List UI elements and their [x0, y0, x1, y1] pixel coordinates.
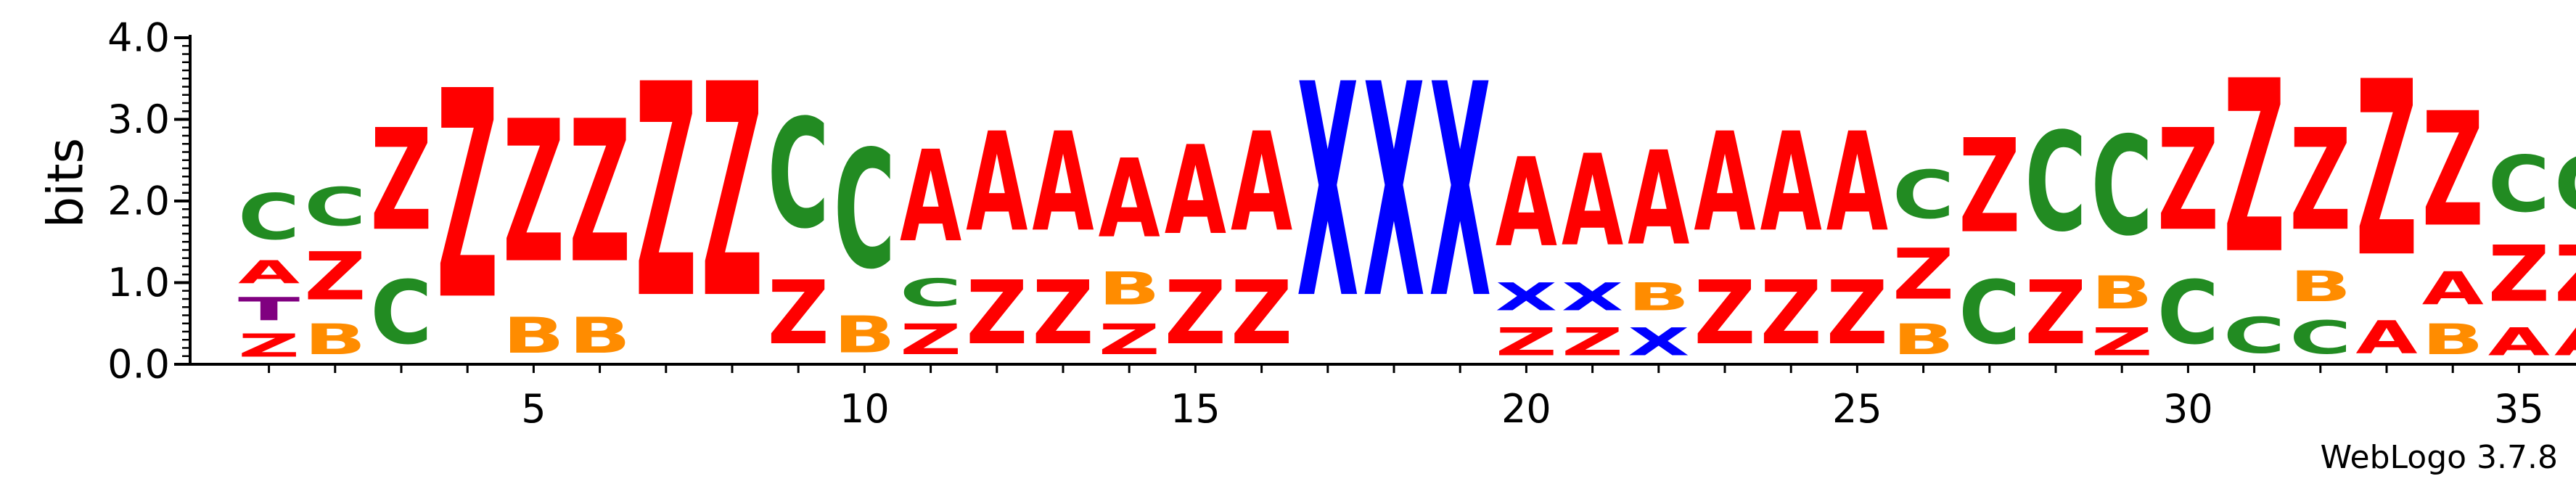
y-tick-label: 1.0: [107, 260, 170, 305]
logo-letter-b-pos-14: B: [1099, 263, 1160, 315]
logo-letter-z-pos-1: Z: [238, 328, 300, 364]
x-tick-label: 20: [1501, 386, 1551, 432]
logo-letter-z-pos-14: Z: [1099, 316, 1160, 364]
y-tick-label: 3.0: [107, 97, 170, 142]
x-tick-label: 25: [1832, 386, 1882, 432]
logo-letter-a-pos-34: A: [2422, 263, 2484, 316]
logo-letter-z-pos-27: Z: [1958, 111, 2020, 262]
logo-letter-c-pos-30: C: [2157, 262, 2219, 364]
logo-letter-z-pos-12: Z: [966, 263, 1027, 365]
logo-letter-a-pos-15: A: [1165, 120, 1226, 262]
logo-letter-z-pos-9: Z: [768, 263, 829, 365]
logo-letter-a-pos-13: A: [1032, 104, 1094, 262]
logo-letter-z-pos-31: Z: [2223, 30, 2285, 306]
logo-letter-c-pos-9: C: [768, 86, 829, 262]
logo-letter-b-pos-6: B: [569, 307, 631, 364]
logo-letter-a-pos-14: A: [1099, 136, 1160, 262]
logo-letter-z-pos-29: Z: [2091, 320, 2153, 365]
logo-letter-z-pos-25: Z: [1826, 263, 1888, 365]
x-axis: 5 10 15 20 25 30 35: [190, 363, 2576, 432]
logo-letter-z-pos-28: Z: [2025, 263, 2086, 365]
logo-letter-t-pos-1: T: [238, 291, 300, 327]
logo-letter-a-pos-12: A: [966, 104, 1027, 262]
logo-letter-b-pos-26: B: [1892, 315, 1954, 364]
logo-letter-c-pos-3: C: [370, 262, 432, 364]
logo-letter-z-pos-33: Z: [2355, 30, 2417, 311]
logo-letter-a-pos-23: A: [1694, 104, 1755, 262]
logo-letter-a-pos-1: A: [238, 254, 300, 291]
logo-letter-b-pos-22: B: [1628, 274, 1689, 319]
y-axis: 0.0 1.0 2.0 3.0 4.0: [107, 15, 192, 387]
logo-letter-c-pos-26: C: [1892, 156, 1954, 234]
y-tick-label: 0.0: [107, 342, 170, 387]
logo-letter-x-pos-22: X: [1628, 320, 1689, 364]
logo-letter-x-pos-18: X: [1363, 22, 1424, 364]
x-tick-label: 15: [1170, 386, 1221, 432]
logo-letter-c-pos-27: C: [1958, 262, 2020, 364]
logo-letter-c-pos-31: C: [2223, 308, 2285, 364]
logo-letter-c-pos-2: C: [304, 176, 366, 237]
x-tick-label: 5: [521, 386, 546, 432]
logo-letter-b-pos-2: B: [304, 315, 366, 364]
logo-letter-c-pos-11: C: [900, 271, 961, 316]
logo-letter-z-pos-24: Z: [1760, 263, 1822, 365]
logo-letter-a-pos-21: A: [1562, 128, 1623, 275]
logo-letter-c-pos-32: C: [2289, 311, 2351, 364]
logo-letter-a-pos-36: A: [2554, 320, 2576, 364]
logo-letter-c-pos-29: C: [2091, 107, 2153, 266]
logo-letter-b-pos-32: B: [2289, 262, 2351, 311]
logo-letter-x-pos-17: X: [1297, 22, 1358, 364]
logo-letter-b-pos-29: B: [2091, 267, 2153, 319]
logo-letter-a-pos-24: A: [1760, 104, 1822, 262]
y-axis-label: bits: [38, 138, 95, 228]
logo-letter-a-pos-20: A: [1496, 132, 1557, 274]
y-tick-label: 2.0: [107, 179, 170, 224]
x-tick-label: 10: [840, 386, 890, 432]
logo-letter-c-pos-36: C: [2554, 141, 2576, 230]
logo-letter-a-pos-11: A: [900, 124, 961, 271]
logo-letter-z-pos-34: Z: [2422, 79, 2484, 262]
logo-letter-z-pos-21: Z: [1562, 320, 1623, 365]
logo-letter-x-pos-20: X: [1496, 275, 1557, 319]
logo-letter-z-pos-30: Z: [2157, 99, 2219, 262]
logo-letter-z-pos-5: Z: [503, 78, 565, 306]
logo-letter-a-pos-33: A: [2355, 312, 2417, 365]
logo-letter-a-pos-22: A: [1628, 124, 1689, 274]
logo-letter-b-pos-34: B: [2422, 315, 2484, 364]
logo-letter-a-pos-25: A: [1826, 104, 1888, 262]
logo-letter-z-pos-7: Z: [635, 23, 697, 364]
logo-letter-x-pos-21: X: [1562, 275, 1623, 319]
logo-letter-z-pos-20: Z: [1496, 320, 1557, 365]
logo-letter-b-pos-5: B: [503, 307, 565, 364]
logo-letter-z-pos-6: Z: [569, 78, 631, 306]
y-tick-label: 4.0: [107, 15, 170, 61]
logo-letter-z-pos-26: Z: [1892, 234, 1954, 316]
logo-letter-c-pos-1: C: [238, 181, 300, 255]
weblogo-credit: WebLogo 3.7.8: [2321, 439, 2558, 476]
logo-letter-z-pos-11: Z: [900, 316, 961, 364]
logo-letter-x-pos-19: X: [1429, 22, 1491, 364]
logo-letter-z-pos-8: Z: [701, 23, 763, 364]
logo-letter-z-pos-13: Z: [1032, 263, 1094, 365]
logo-letter-a-pos-16: A: [1231, 104, 1292, 262]
logo-letter-z-pos-2: Z: [304, 238, 366, 316]
logo-letter-z-pos-36: Z: [2554, 230, 2576, 319]
logo-letter-z-pos-23: Z: [1694, 263, 1755, 365]
x-tick-label: 35: [2494, 386, 2544, 432]
logo-letter-z-pos-32: Z: [2289, 99, 2351, 262]
logo-letter-z-pos-3: Z: [370, 99, 432, 262]
logo-letter-c-pos-35: C: [2488, 141, 2550, 230]
logo-letter-b-pos-10: B: [834, 305, 895, 364]
logo-letter-c-pos-28: C: [2025, 103, 2086, 262]
logo-letter-z-pos-16: Z: [1231, 263, 1292, 365]
logo-letter-z-pos-15: Z: [1165, 263, 1226, 365]
logo-letter-a-pos-35: A: [2488, 320, 2550, 364]
x-tick-label: 30: [2163, 386, 2213, 432]
logo-letter-z-pos-4: Z: [437, 30, 499, 363]
logo-letter-z-pos-35: Z: [2488, 230, 2550, 319]
logo-letter-c-pos-10: C: [834, 116, 895, 305]
